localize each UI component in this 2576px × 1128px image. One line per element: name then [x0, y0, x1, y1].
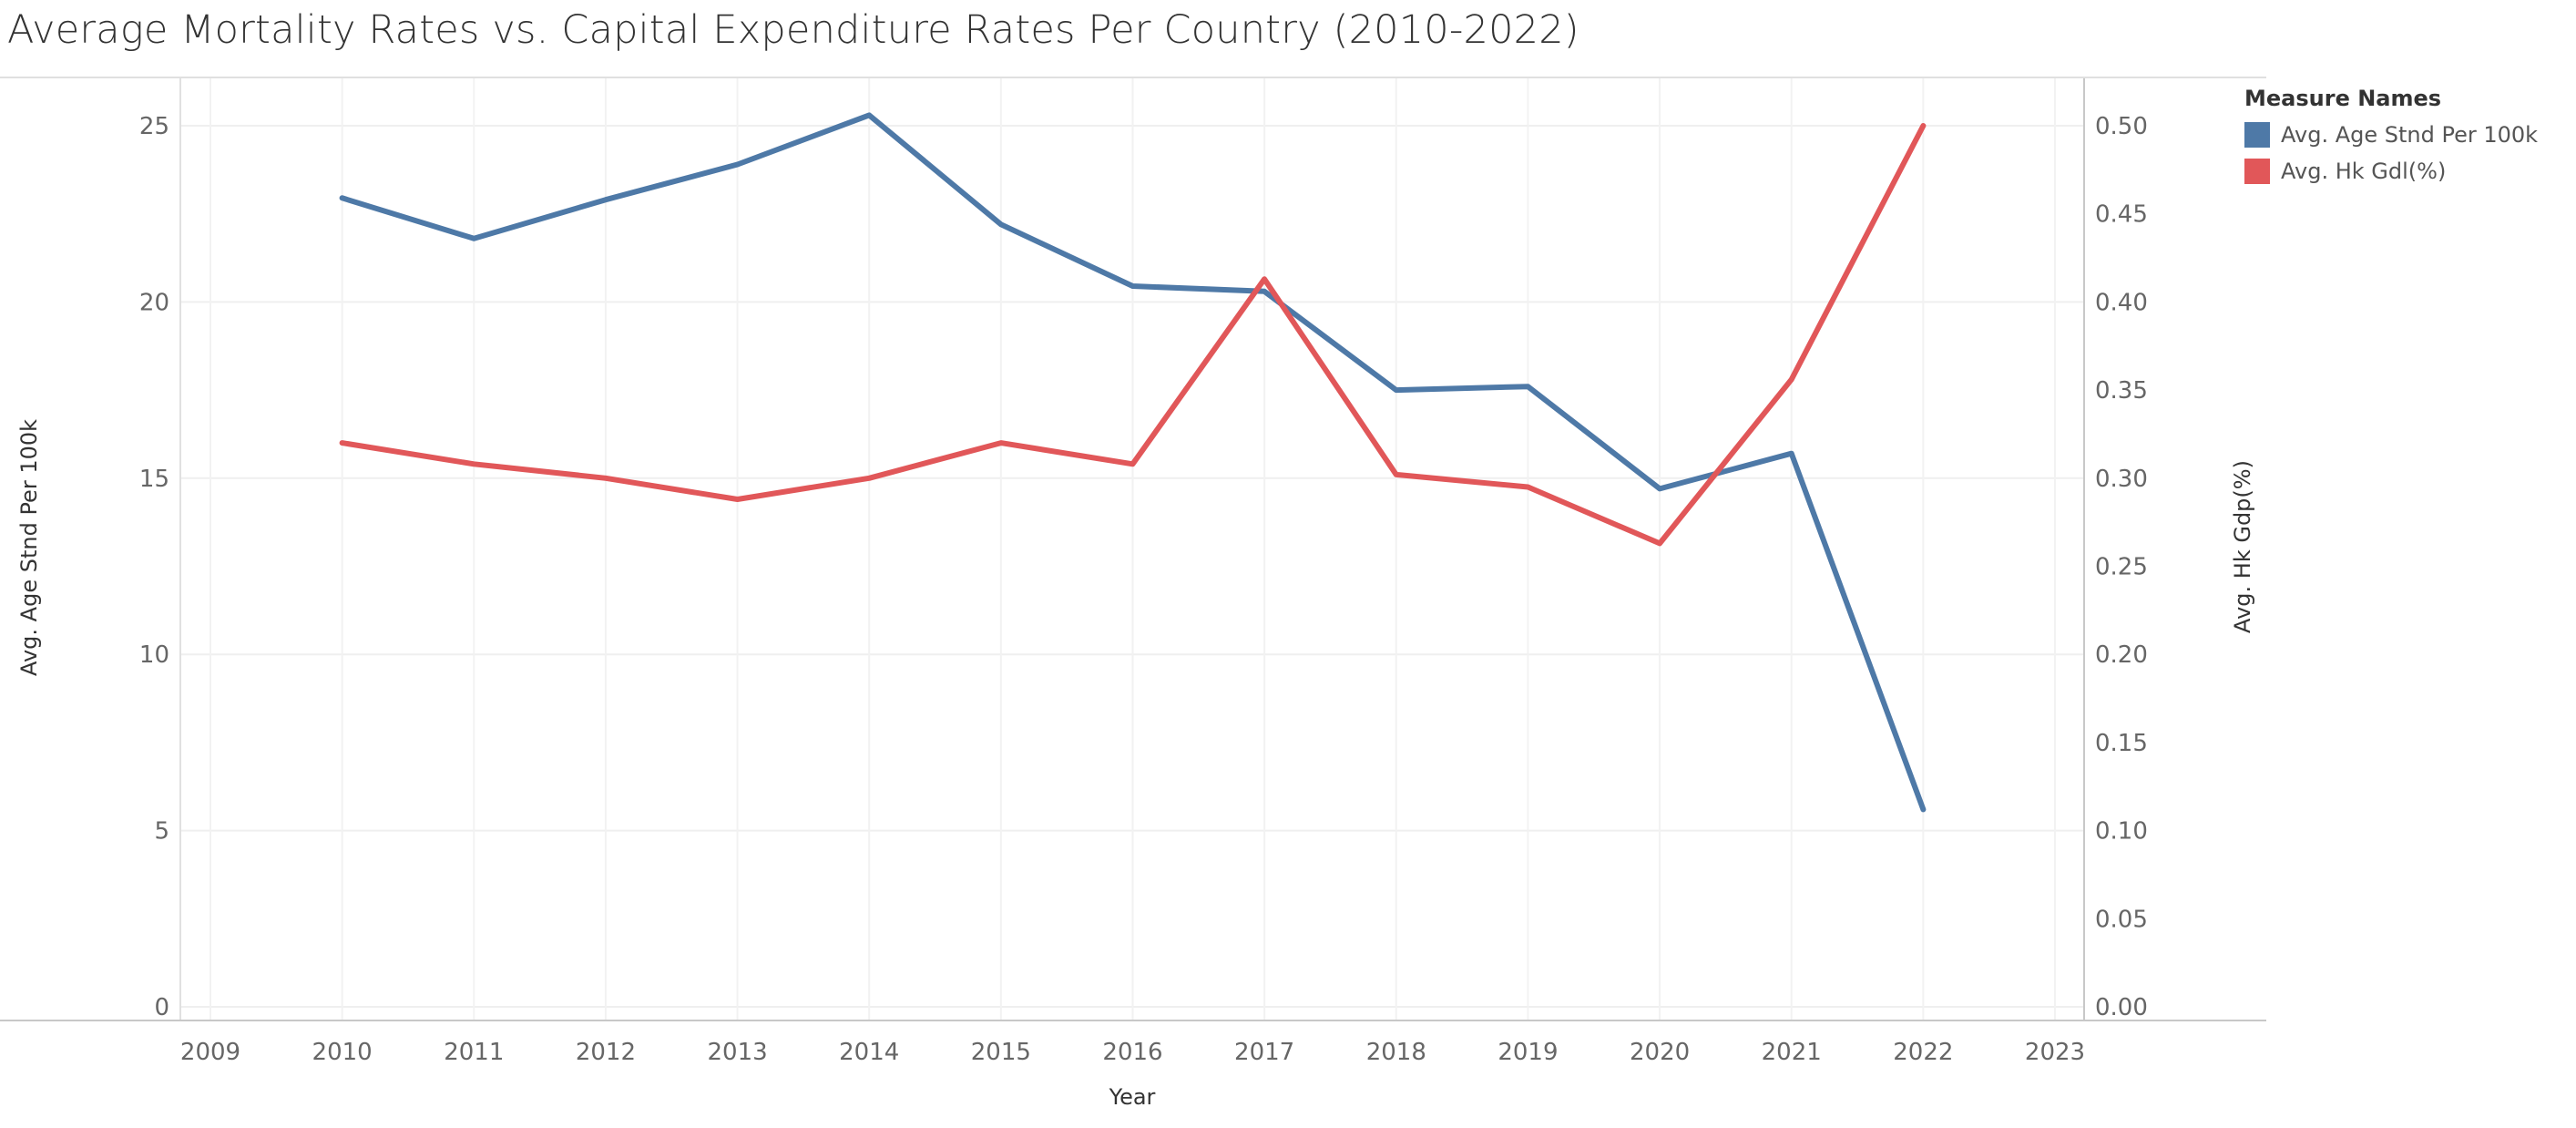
axes	[0, 77, 2266, 1021]
x-axis-title: Year	[1109, 1084, 1156, 1110]
legend-item-hk-gdl[interactable]: Avg. Hk Gdl(%)	[2244, 153, 2538, 190]
x-tick-label: 2012	[576, 1039, 636, 1066]
y-axis-right-title: Avg. Hk Gdp(%)	[2230, 460, 2255, 633]
x-tick-label: 2019	[1498, 1039, 1558, 1066]
series-line-hk-gdl	[339, 123, 1927, 547]
y-left-tick-label: 20	[139, 289, 169, 316]
y-right-tick-label: 0.45	[2095, 201, 2148, 229]
y-right-tick-label: 0.25	[2095, 554, 2148, 581]
x-tick-label: 2013	[707, 1039, 767, 1066]
y-axis-left-title: Avg. Age Stnd Per 100k	[16, 419, 42, 676]
legend-label: Avg. Hk Gdl(%)	[2281, 159, 2447, 184]
series-lines	[339, 112, 1927, 813]
x-tick-label: 2015	[971, 1039, 1031, 1066]
x-tick-label: 2014	[839, 1039, 899, 1066]
y-right-tick-label: 0.50	[2095, 113, 2148, 140]
series-line-age-stnd	[339, 112, 1927, 813]
y-left-tick-label: 0	[154, 994, 169, 1021]
y-right-tick-label: 0.20	[2095, 641, 2148, 669]
chart-title: Average Mortality Rates vs. Capital Expe…	[7, 7, 1579, 53]
x-tick-label: 2017	[1234, 1039, 1294, 1066]
x-tick-label: 2022	[1893, 1039, 1953, 1066]
y-left-tick-label: 10	[139, 641, 169, 669]
x-tick-label: 2011	[444, 1039, 504, 1066]
y-right-tick-label: 0.15	[2095, 730, 2148, 757]
x-tick-label: 2021	[1762, 1039, 1822, 1066]
y-left-tick-label: 15	[139, 466, 169, 493]
legend-swatch-age-stnd	[2244, 122, 2270, 148]
y-left-tick-label: 25	[139, 113, 169, 140]
y-right-tick-label: 0.10	[2095, 818, 2148, 846]
x-tick-label: 2023	[2025, 1039, 2085, 1066]
legend-item-age-stnd[interactable]: Avg. Age Stnd Per 100k	[2244, 117, 2538, 153]
legend-swatch-hk-gdl	[2244, 159, 2270, 184]
y-right-tick-label: 0.35	[2095, 377, 2148, 405]
y-right-tick-label: 0.40	[2095, 289, 2148, 316]
y-right-tick-label: 0.30	[2095, 466, 2148, 493]
x-tick-label: 2020	[1630, 1039, 1690, 1066]
gridlines	[180, 78, 2084, 1020]
x-tick-label: 2009	[180, 1039, 240, 1066]
y-right-tick-label: 0.00	[2095, 994, 2148, 1021]
x-tick-label: 2016	[1102, 1039, 1162, 1066]
x-tick-label: 2018	[1366, 1039, 1426, 1066]
legend: Measure Names Avg. Age Stnd Per 100k Avg…	[2244, 86, 2538, 190]
legend-title: Measure Names	[2244, 86, 2442, 111]
x-tick-label: 2010	[312, 1039, 373, 1066]
y-left-tick-label: 5	[154, 818, 169, 846]
y-right-tick-label: 0.05	[2095, 906, 2148, 933]
tick-labels: 0 5 10 15 20 25 0.00 0.05 0.10 0.15 0.20 0.25 0.30 0.…	[139, 113, 2148, 1066]
legend-label: Avg. Age Stnd Per 100k	[2281, 122, 2539, 148]
